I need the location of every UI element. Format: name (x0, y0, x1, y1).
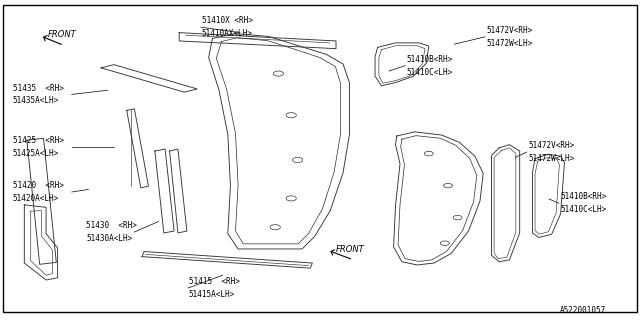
Text: 51420  <RH>: 51420 <RH> (13, 181, 63, 190)
Text: 51410C<LH>: 51410C<LH> (560, 205, 606, 214)
Text: 51410B<RH>: 51410B<RH> (560, 192, 606, 201)
Text: 51425  <RH>: 51425 <RH> (13, 136, 63, 145)
Text: FRONT: FRONT (48, 30, 77, 39)
Text: 51410AX<LH>: 51410AX<LH> (202, 29, 252, 38)
Text: 51420A<LH>: 51420A<LH> (13, 194, 59, 203)
Text: 51415A<LH>: 51415A<LH> (189, 290, 235, 299)
Text: 51415  <RH>: 51415 <RH> (189, 277, 239, 286)
Text: 51472V<RH>: 51472V<RH> (528, 141, 574, 150)
Text: 51435  <RH>: 51435 <RH> (13, 84, 63, 92)
Text: 51410X <RH>: 51410X <RH> (202, 16, 252, 25)
Text: 51430A<LH>: 51430A<LH> (86, 234, 132, 243)
Text: FRONT: FRONT (335, 245, 364, 254)
Text: A522001057: A522001057 (560, 306, 606, 315)
Text: 51425A<LH>: 51425A<LH> (13, 149, 59, 158)
Text: 51472W<LH>: 51472W<LH> (528, 154, 574, 163)
Text: 51472W<LH>: 51472W<LH> (486, 39, 532, 48)
Text: 51472V<RH>: 51472V<RH> (486, 26, 532, 35)
Text: 51430  <RH>: 51430 <RH> (86, 221, 137, 230)
Text: 51410C<LH>: 51410C<LH> (406, 68, 452, 76)
Text: 51410B<RH>: 51410B<RH> (406, 55, 452, 64)
Text: 51435A<LH>: 51435A<LH> (13, 96, 59, 105)
